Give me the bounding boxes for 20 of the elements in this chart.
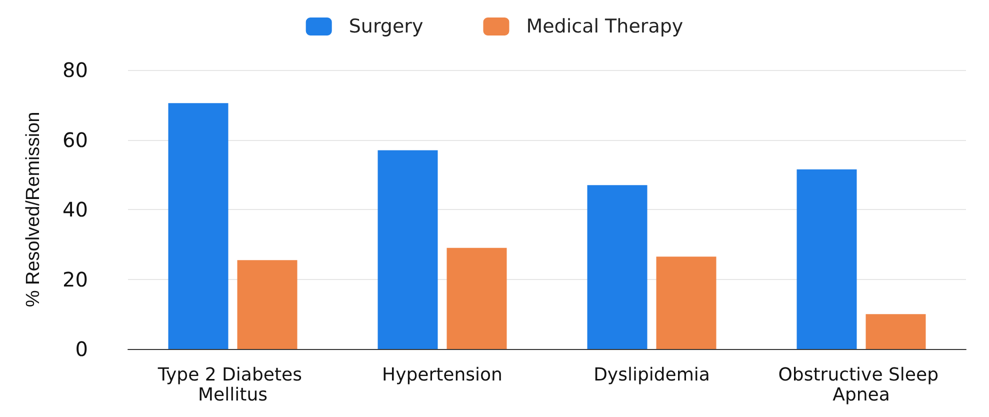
bar xyxy=(446,248,507,349)
y-tick-label: 20 xyxy=(62,267,88,292)
bar xyxy=(378,150,438,349)
bar xyxy=(866,314,926,349)
legend-label: Surgery xyxy=(348,16,424,38)
y-tick-label: 40 xyxy=(62,198,88,222)
bar xyxy=(587,185,648,349)
y-tick-label: 60 xyxy=(62,128,88,152)
y-tick-label: 0 xyxy=(75,337,88,361)
x-tick-label: Dyslipidemia xyxy=(594,364,710,386)
y-tick-label: 80 xyxy=(62,58,88,82)
bar xyxy=(796,169,857,349)
bar xyxy=(168,103,228,349)
bar xyxy=(237,260,298,349)
y-axis-title: % Resolved/Remission xyxy=(23,112,44,308)
x-tick-label: Obstructive Sleep Apnea xyxy=(778,364,944,406)
legend-label: Medical Therapy xyxy=(526,16,684,38)
x-tick-label: Hypertension xyxy=(382,364,502,386)
bar xyxy=(656,256,716,349)
x-tick-label: Type 2 Diabetes Mellitus xyxy=(156,364,308,406)
